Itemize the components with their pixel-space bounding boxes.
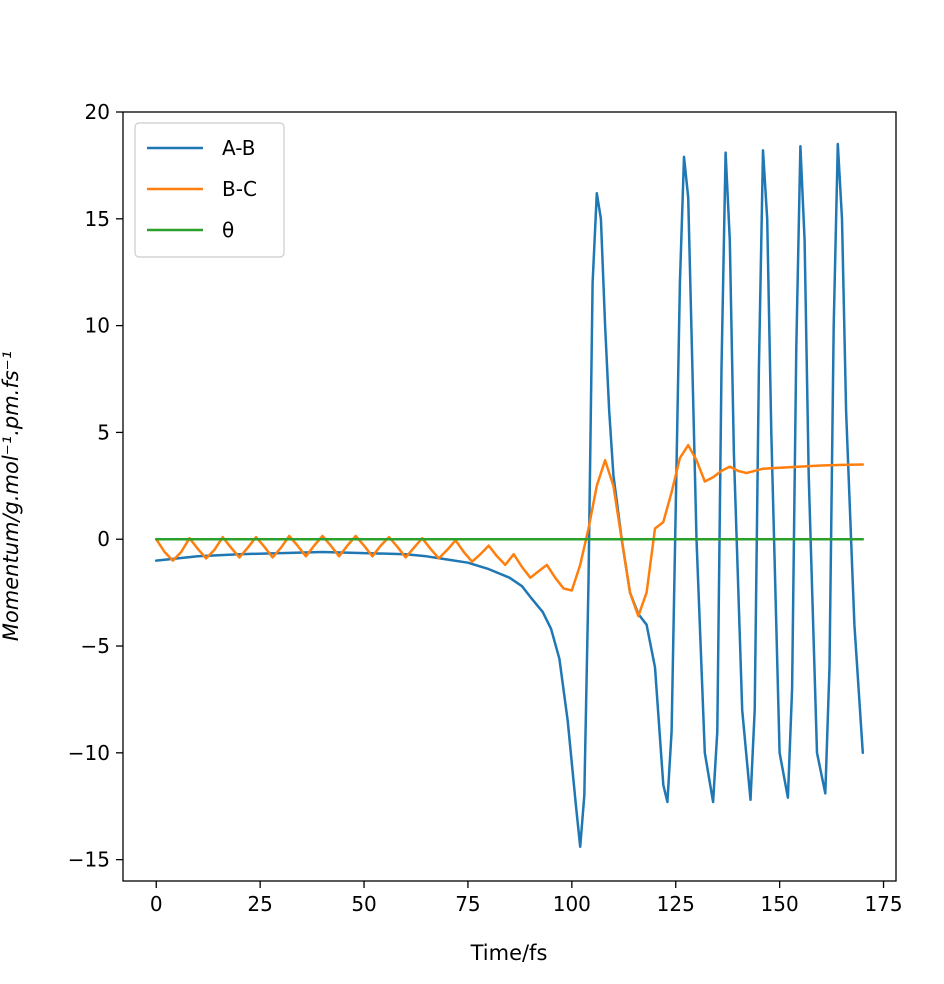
y-tick-label: 5 (97, 420, 110, 444)
y-tick-label: 15 (85, 207, 110, 231)
y-tick-label: −5 (81, 634, 110, 658)
x-tick-label: 150 (761, 892, 799, 916)
plot-frame (122, 111, 897, 882)
y-tick-label: 20 (85, 100, 110, 124)
legend-label-ab: A-B (222, 136, 255, 160)
plot-lines (154, 142, 865, 849)
y-tick-label: 10 (85, 314, 110, 338)
legend: A-B B-C θ (134, 122, 285, 258)
series-line-bc (154, 443, 865, 618)
y-tick-label: −10 (68, 741, 110, 765)
x-tick-label: 75 (455, 892, 480, 916)
legend-label-bc: B-C (222, 177, 257, 201)
y-axis-ticks: 20 15 10 5 0 −5 −10 −15 (68, 100, 123, 872)
x-tick-label: 100 (553, 892, 591, 916)
x-tick-label: 0 (150, 892, 163, 916)
x-tick-label: 50 (351, 892, 376, 916)
y-tick-label: 0 (97, 527, 110, 551)
legend-label-theta: θ (222, 218, 234, 242)
legend-box (134, 122, 285, 258)
x-tick-label: 25 (247, 892, 272, 916)
x-axis-ticks: 0 25 50 75 100 125 150 175 (150, 881, 903, 916)
series-line-ab (154, 142, 865, 849)
x-axis-label: Time/fs (470, 941, 548, 965)
x-tick-label: 175 (864, 892, 902, 916)
y-axis-label: Momentum/g.mol⁻¹.pm.fs⁻¹ (0, 351, 23, 641)
y-tick-label: −15 (68, 848, 110, 872)
x-tick-label: 125 (657, 892, 695, 916)
